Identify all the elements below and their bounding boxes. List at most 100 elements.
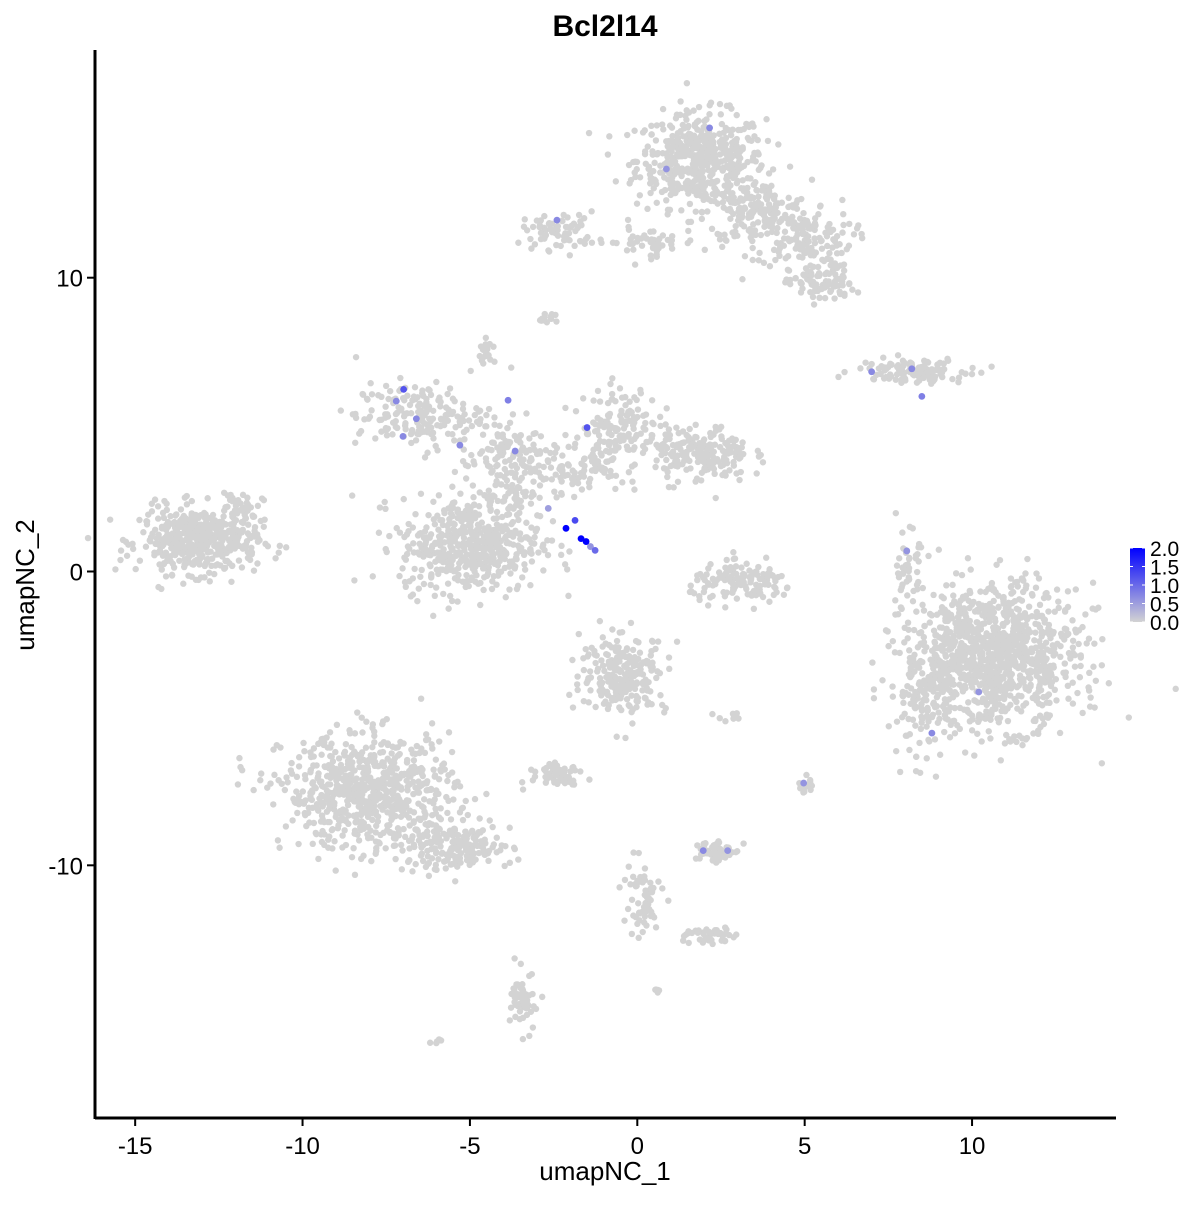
cell-point	[186, 553, 193, 560]
cell-point	[412, 510, 419, 518]
cell-point	[754, 219, 762, 226]
cell-point	[840, 210, 847, 218]
cell-point	[489, 439, 496, 446]
cell-point	[112, 566, 119, 573]
cell-point	[248, 549, 256, 556]
cell-point	[962, 370, 969, 377]
cell-point	[400, 495, 407, 503]
cell-point	[518, 779, 526, 786]
cell-point	[648, 397, 656, 404]
cell-point	[644, 143, 651, 150]
cell-point	[190, 519, 198, 527]
cell-point	[989, 612, 996, 619]
cell-point	[533, 525, 541, 533]
cell-point	[1028, 660, 1035, 667]
cell-point	[337, 407, 345, 414]
cell-point	[973, 635, 980, 642]
cell-point	[774, 200, 782, 207]
cell-point	[478, 554, 485, 561]
cell-point	[659, 105, 667, 113]
cell-point	[399, 394, 407, 402]
cell-point	[123, 552, 131, 559]
cell-point	[238, 564, 246, 571]
cell-point	[633, 200, 641, 207]
cell-point	[389, 795, 397, 803]
cell-point	[1041, 616, 1049, 624]
cell-point	[489, 550, 496, 558]
cell-point	[354, 709, 361, 716]
cell-point	[799, 285, 806, 292]
cell-point	[401, 533, 408, 541]
cell-point	[531, 241, 539, 248]
cell-point	[239, 545, 247, 552]
cell-point	[665, 483, 673, 491]
cell-point	[629, 720, 636, 727]
cell-point	[744, 591, 751, 598]
cell-point	[776, 218, 783, 226]
cell-point	[477, 579, 484, 587]
cell-point	[449, 545, 456, 552]
cell-point	[1020, 662, 1028, 670]
cell-point	[461, 411, 468, 418]
cell-point	[463, 558, 470, 565]
cell-point	[488, 585, 496, 593]
cell-point	[531, 465, 539, 472]
cell-point	[750, 605, 758, 613]
cell-point	[771, 574, 779, 582]
cell-point	[1004, 705, 1011, 712]
cell-point	[587, 674, 595, 681]
cell-point	[745, 123, 753, 131]
cell-point	[1035, 700, 1043, 707]
cell-point	[754, 136, 761, 144]
cell-point	[531, 446, 538, 454]
cell-point	[747, 208, 755, 216]
cell-point	[196, 561, 203, 568]
cell-point	[440, 760, 448, 767]
cell-point	[409, 591, 417, 598]
cell-point	[379, 720, 386, 728]
cell-point	[422, 540, 429, 548]
cell-point	[455, 541, 463, 548]
cell-point	[592, 703, 599, 711]
cell-point	[934, 719, 942, 726]
cell-point	[560, 211, 567, 219]
cell-point	[913, 379, 921, 386]
cell-point	[598, 464, 606, 471]
cell-point	[1069, 700, 1077, 707]
cell-point	[367, 380, 374, 387]
cell-point	[655, 239, 662, 247]
cell-point	[755, 257, 762, 264]
cell-point	[1032, 584, 1040, 591]
cell-point	[605, 430, 612, 437]
cell-point	[678, 165, 685, 173]
cell-point	[254, 502, 262, 510]
cell-point	[521, 561, 528, 568]
cell-point	[932, 651, 939, 658]
cell-point	[640, 412, 647, 419]
cell-point	[483, 552, 490, 559]
cell-point	[909, 716, 917, 723]
cell-point	[463, 426, 470, 434]
cell-point	[625, 468, 633, 476]
cell-point	[932, 773, 940, 780]
cell-point	[811, 235, 818, 242]
cell-point	[558, 542, 565, 550]
cell-point	[472, 546, 480, 553]
cell-point	[427, 581, 434, 589]
cell-point	[180, 549, 187, 557]
cell-point	[469, 482, 477, 489]
cell-point	[456, 418, 463, 425]
cell-point	[569, 467, 576, 474]
cell-point	[997, 757, 1004, 764]
cell-point	[920, 607, 928, 614]
cell-point	[565, 462, 572, 469]
cell-point	[464, 502, 471, 510]
cell-point	[392, 423, 400, 431]
cell-point	[466, 521, 474, 528]
chart-title: Bcl2l14	[552, 10, 657, 43]
cell-point	[612, 447, 619, 454]
cell-point	[274, 837, 282, 844]
cell-point	[420, 428, 428, 435]
cell-point	[181, 494, 189, 501]
cell-point	[721, 231, 728, 238]
